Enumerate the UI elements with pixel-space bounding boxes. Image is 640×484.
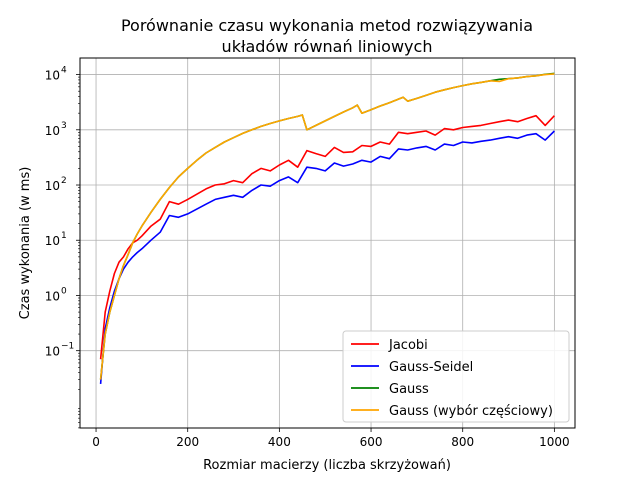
x-tick-label: 1000: [539, 435, 570, 449]
y-tick-exponent: 1: [61, 231, 67, 241]
y-tick-exponent: 4: [61, 66, 67, 76]
series-line-jacobi: [99, 114, 555, 360]
x-tick-label: 0: [92, 435, 100, 449]
grid-lines: [80, 58, 575, 428]
legend-label: Gauss-Seidel: [389, 360, 473, 375]
y-tick-label: 10: [45, 69, 60, 83]
x-tick-label: 800: [451, 435, 474, 449]
series-line-gauss-wybór-częściowy-: [99, 73, 555, 380]
y-axis-label: Czas wykonania (w ms): [18, 167, 33, 320]
y-tick-label: 10: [45, 289, 60, 303]
legend-box: [342, 330, 570, 423]
y-tick-exponent: 2: [61, 176, 67, 186]
legend: Jacobi Gauss-Seidel Gauss Gauss (wybór częś…: [342, 330, 570, 423]
legend-label: Gauss: [389, 382, 429, 397]
y-tick-label: 10: [45, 124, 60, 138]
series-lines: [99, 72, 555, 384]
series-line-gauss-seidel: [99, 130, 555, 384]
y-tick-label: 10: [45, 345, 60, 359]
legend-label: Gauss (wybór częściowy): [389, 404, 553, 419]
x-tick-label: 400: [268, 435, 291, 449]
chart-title-line-2: układów równań liniowych: [222, 37, 433, 56]
y-tick-label: 10: [45, 234, 60, 248]
x-tick-label: 200: [176, 435, 199, 449]
x-axis-label: Rozmiar macierzy (liczba skrzyżowań): [203, 458, 451, 473]
y-tick-label: 10: [45, 179, 60, 193]
y-tick-exponent: 0: [61, 286, 67, 296]
chart-title-line-1: Porównanie czasu wykonania metod rozwiąz…: [121, 16, 533, 35]
x-tick-label: 600: [360, 435, 383, 449]
legend-label: Jacobi: [388, 338, 428, 353]
y-tick-exponent: −1: [61, 342, 74, 352]
y-tick-exponent: 3: [61, 121, 67, 131]
